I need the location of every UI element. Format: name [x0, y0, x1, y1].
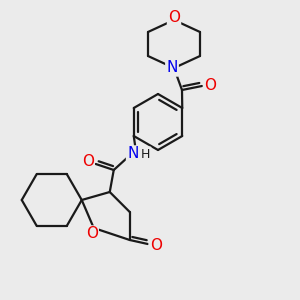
Text: N: N — [127, 146, 138, 161]
Text: O: O — [82, 154, 94, 169]
Text: O: O — [86, 226, 98, 242]
Text: O: O — [168, 11, 180, 26]
Text: N: N — [166, 61, 178, 76]
Text: H: H — [141, 148, 150, 160]
Text: O: O — [204, 79, 216, 94]
Text: O: O — [150, 238, 162, 253]
